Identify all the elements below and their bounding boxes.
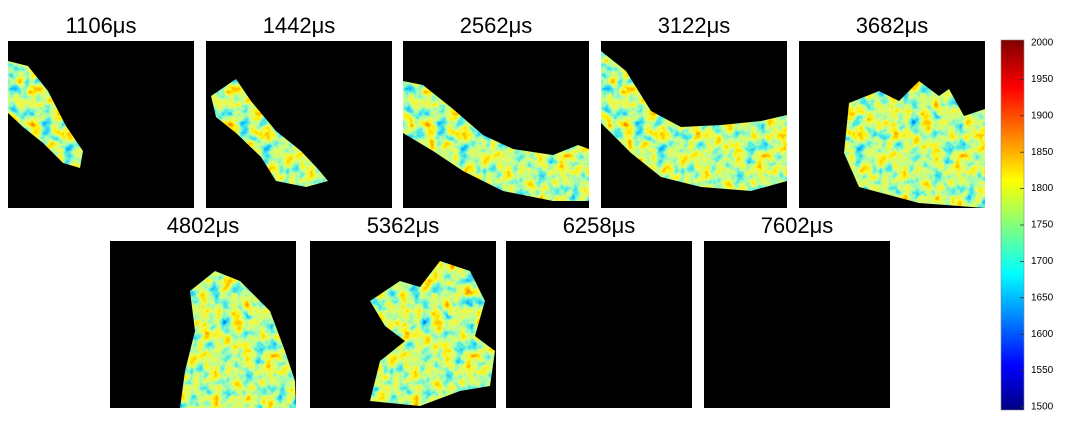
colorbar-tick-label: 1900 — [1031, 110, 1054, 121]
colorbar-tick-label: 1850 — [1031, 147, 1054, 158]
colorbar-tick-label: 1700 — [1031, 256, 1054, 267]
colorbar-tick-label: 1650 — [1031, 292, 1054, 303]
panel-image — [506, 241, 692, 408]
panel-label: 5362μs — [367, 213, 440, 238]
panel-label: 2562μs — [460, 13, 533, 38]
colorbar-tick-label: 1600 — [1031, 329, 1054, 340]
panel-label: 1442μs — [263, 13, 336, 38]
colorbar-tick-label: 1800 — [1031, 183, 1054, 194]
panel-image — [704, 241, 890, 408]
panel-label: 4802μs — [167, 213, 240, 238]
panel-label: 3682μs — [856, 13, 929, 38]
colorbar-tick-label: 1750 — [1031, 220, 1054, 231]
figure: 1106μs 1442μs 2562μs 3122μs 3682μs 4802μs 5362… — [0, 0, 1065, 425]
colorbar-tick-label: 2000 — [1031, 38, 1054, 49]
colorbar-tick-label: 1550 — [1031, 365, 1054, 376]
colorbar-tick-label: 1500 — [1031, 402, 1054, 413]
panel-label: 3122μs — [658, 13, 731, 38]
panel-label: 1106μs — [66, 13, 137, 38]
panel-label: 6258μs — [563, 213, 636, 238]
panel-label: 7602μs — [761, 213, 834, 238]
colorbar-tick-label: 1950 — [1031, 74, 1054, 85]
